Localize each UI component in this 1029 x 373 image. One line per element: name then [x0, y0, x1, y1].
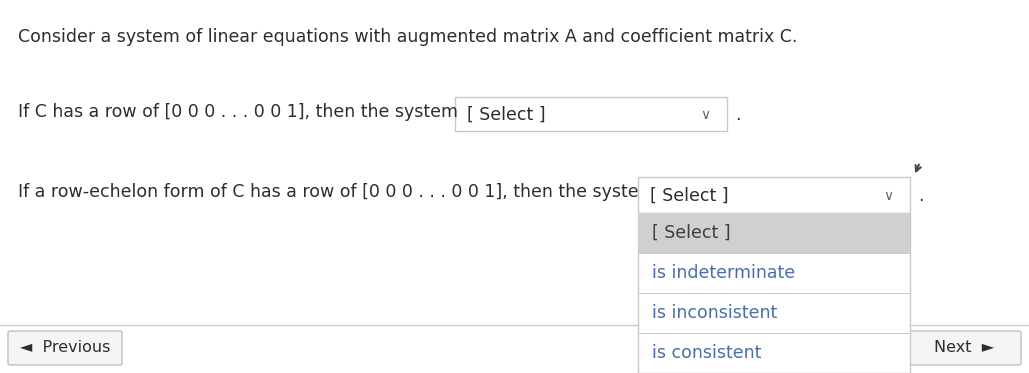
- Bar: [638, 177, 910, 213]
- Text: is inconsistent: is inconsistent: [652, 304, 777, 322]
- Text: ∨: ∨: [700, 108, 710, 122]
- Text: [ Select ]: [ Select ]: [467, 106, 545, 124]
- FancyBboxPatch shape: [8, 331, 122, 365]
- Text: is indeterminate: is indeterminate: [652, 264, 795, 282]
- Text: [ Select ]: [ Select ]: [652, 224, 731, 242]
- Bar: [455, 97, 728, 131]
- FancyBboxPatch shape: [907, 331, 1021, 365]
- Text: ∨: ∨: [883, 189, 893, 203]
- Text: .: .: [735, 106, 741, 124]
- Text: .: .: [918, 187, 923, 205]
- Text: Next  ►: Next ►: [934, 341, 994, 355]
- Text: Consider a system of linear equations with augmented matrix A and coefficient ma: Consider a system of linear equations wi…: [17, 28, 797, 46]
- Text: ◄  Previous: ◄ Previous: [20, 341, 110, 355]
- Bar: [638, 213, 910, 253]
- Bar: [638, 213, 910, 373]
- Text: is consistent: is consistent: [652, 344, 761, 362]
- Text: If C has a row of [0 0 0 . . . 0 0 1], then the system: If C has a row of [0 0 0 . . . 0 0 1], t…: [17, 103, 458, 121]
- Text: [ Select ]: [ Select ]: [650, 187, 729, 205]
- Text: If a row-echelon form of C has a row of [0 0 0 . . . 0 0 1], then the system: If a row-echelon form of C has a row of …: [17, 183, 655, 201]
